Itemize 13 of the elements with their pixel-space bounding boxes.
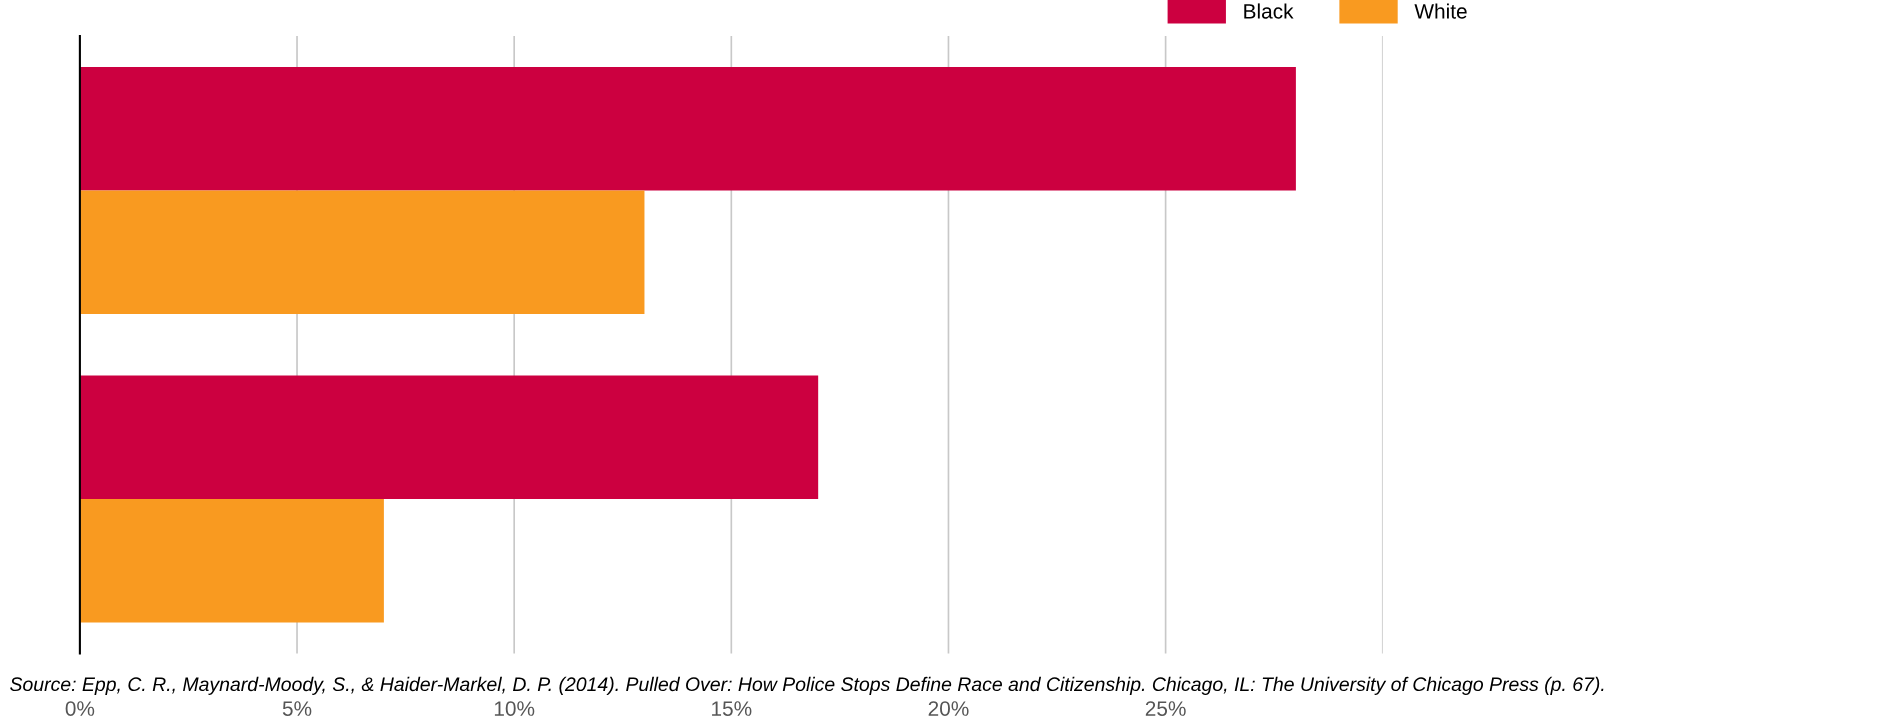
legend-label: Black	[1244, 3, 1294, 19]
bar	[79, 190, 645, 314]
bar	[79, 375, 819, 500]
x-tick-label: 25%	[1145, 701, 1186, 716]
x-tick-label: 5%	[282, 701, 312, 716]
bar	[79, 499, 384, 623]
legend-label: White	[1414, 3, 1467, 19]
x-tick-label: 20%	[928, 701, 969, 716]
source-note: Source: Epp, C. R., Maynard-Moody, S., & Haider-Markel, D. P. (2014). Pulled Over: How Police Stops Define Race and Citizenship. Chicago, IL: The University of Chicago Press (p. 67).	[10, 676, 1604, 695]
bar	[79, 66, 1296, 191]
x-tick-label: 0%	[65, 701, 95, 716]
x-tick-label: 15%	[712, 701, 752, 716]
x-tick-label: 10%	[494, 701, 535, 716]
